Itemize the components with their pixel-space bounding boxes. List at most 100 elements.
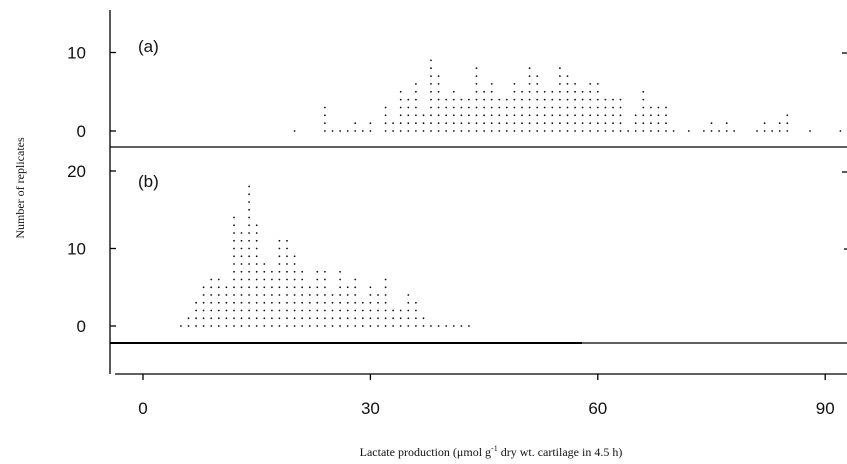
data-dot bbox=[399, 114, 402, 117]
data-dot bbox=[415, 309, 417, 312]
data-dot bbox=[293, 325, 296, 327]
data-dot bbox=[308, 325, 311, 327]
data-dot bbox=[263, 317, 266, 320]
data-dot bbox=[240, 325, 243, 327]
data-dot bbox=[248, 208, 251, 211]
data-dot bbox=[187, 317, 190, 320]
data-dot bbox=[452, 114, 455, 117]
data-dot bbox=[733, 130, 736, 132]
y-tick-label: 10 bbox=[67, 44, 86, 63]
data-dot bbox=[475, 75, 478, 77]
data-dot bbox=[574, 98, 576, 101]
data-dot bbox=[612, 106, 614, 109]
data-dot bbox=[248, 247, 251, 250]
data-dot bbox=[475, 67, 478, 70]
data-dot bbox=[430, 122, 432, 125]
data-dot bbox=[589, 83, 592, 85]
data-dot bbox=[422, 130, 425, 132]
data-dot bbox=[528, 122, 531, 125]
data-dot bbox=[475, 114, 478, 117]
data-dot bbox=[642, 106, 645, 109]
data-dot bbox=[589, 122, 592, 125]
data-dot bbox=[634, 130, 637, 132]
data-dot bbox=[339, 130, 341, 132]
data-dot bbox=[581, 98, 584, 101]
data-dot bbox=[710, 130, 713, 132]
data-dot bbox=[324, 317, 326, 320]
data-dot bbox=[278, 255, 281, 258]
data-dot bbox=[415, 122, 417, 125]
data-dot bbox=[536, 83, 539, 85]
data-dot bbox=[187, 325, 190, 327]
data-dot bbox=[195, 317, 198, 320]
data-dot bbox=[596, 130, 599, 132]
data-dot bbox=[505, 114, 508, 117]
data-dot bbox=[490, 106, 493, 109]
data-dot bbox=[756, 130, 758, 132]
data-dot bbox=[255, 255, 258, 258]
data-dot bbox=[619, 122, 622, 125]
data-dot bbox=[627, 130, 629, 132]
data-dot bbox=[498, 106, 501, 109]
data-dot bbox=[445, 98, 448, 101]
data-dot bbox=[293, 317, 296, 320]
data-dot bbox=[286, 263, 288, 265]
data-dot bbox=[786, 114, 789, 117]
data-dot bbox=[468, 122, 470, 125]
panel-a-label: (a) bbox=[138, 37, 159, 56]
data-dot bbox=[566, 122, 569, 125]
data-dot bbox=[551, 122, 554, 125]
data-dot bbox=[581, 114, 584, 117]
data-dot bbox=[301, 270, 304, 273]
data-dot bbox=[536, 114, 539, 117]
data-dot bbox=[286, 286, 288, 289]
data-dot bbox=[445, 122, 448, 125]
data-dot bbox=[399, 317, 402, 320]
data-dot bbox=[543, 130, 546, 132]
data-dot bbox=[248, 263, 251, 265]
x-axis: 0 30 60 90 bbox=[115, 373, 847, 418]
data-dot bbox=[437, 75, 440, 77]
data-dot bbox=[271, 270, 273, 273]
data-dot bbox=[286, 301, 288, 304]
data-dot bbox=[407, 106, 410, 109]
data-dot bbox=[308, 286, 311, 289]
data-dot bbox=[399, 106, 402, 109]
data-dot bbox=[384, 309, 387, 312]
data-dot bbox=[407, 114, 410, 117]
data-dot bbox=[240, 263, 243, 265]
data-dot bbox=[483, 98, 485, 101]
data-dot bbox=[543, 106, 546, 109]
data-dot bbox=[233, 278, 235, 281]
data-dot bbox=[566, 75, 569, 77]
data-dot bbox=[475, 106, 478, 109]
data-dot bbox=[665, 114, 667, 117]
data-dot bbox=[233, 239, 235, 242]
data-dot bbox=[437, 325, 440, 327]
data-dot bbox=[331, 130, 334, 132]
panel-a-dots bbox=[293, 59, 842, 132]
data-dot bbox=[399, 122, 402, 125]
data-dot bbox=[483, 122, 485, 125]
data-dot bbox=[293, 278, 296, 281]
data-dot bbox=[233, 232, 235, 234]
data-dot bbox=[308, 301, 311, 304]
data-dot bbox=[460, 325, 463, 327]
data-dot bbox=[301, 325, 304, 327]
data-dot bbox=[596, 114, 599, 117]
data-dot bbox=[346, 325, 349, 327]
data-dot bbox=[430, 325, 432, 327]
data-dot bbox=[415, 317, 417, 320]
data-dot bbox=[210, 325, 213, 327]
data-dot bbox=[536, 98, 539, 101]
data-dot bbox=[248, 239, 251, 242]
data-dot bbox=[263, 270, 266, 273]
data-dot bbox=[650, 114, 652, 117]
data-dot bbox=[422, 325, 425, 327]
data-dot bbox=[233, 224, 235, 227]
data-dot bbox=[384, 325, 387, 327]
data-dot bbox=[217, 278, 220, 281]
data-dot bbox=[422, 114, 425, 117]
data-dot bbox=[566, 83, 569, 85]
data-dot bbox=[240, 255, 243, 258]
